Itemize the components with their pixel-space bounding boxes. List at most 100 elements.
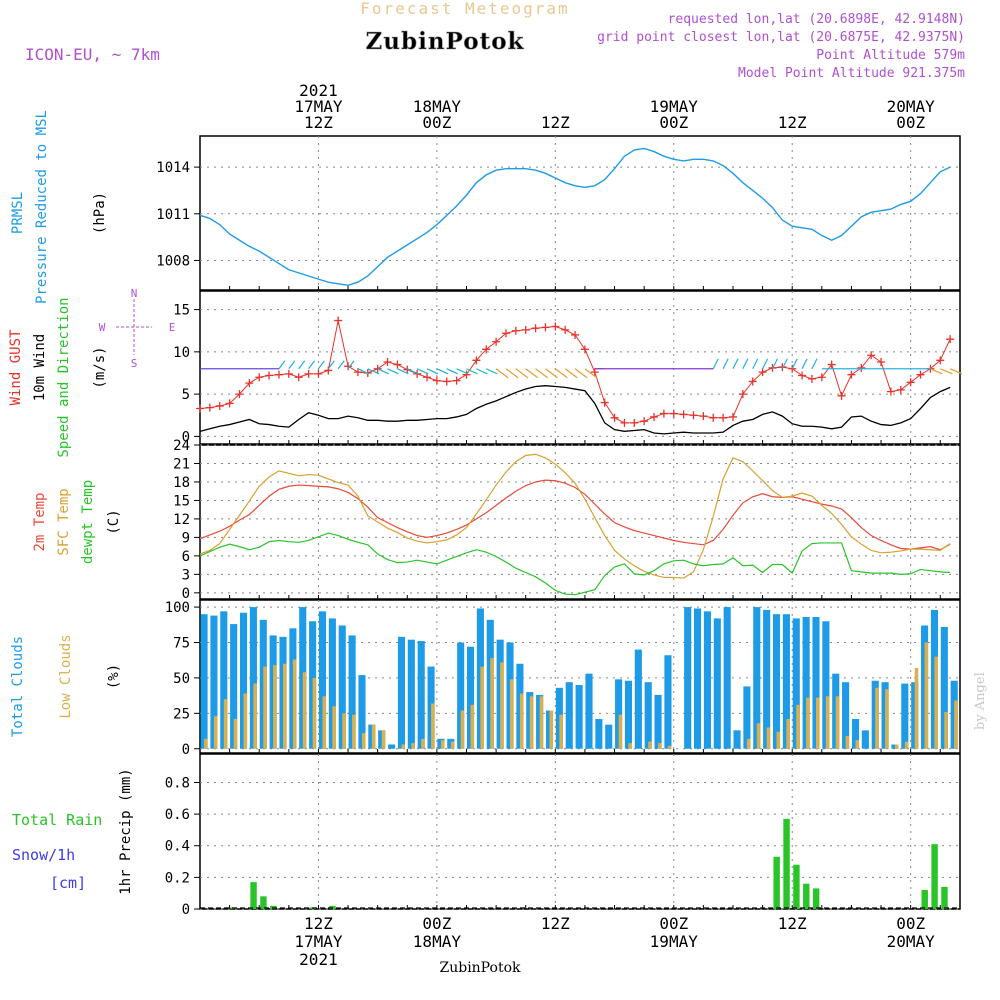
panel-precip: 0 0.2 0.4 0.6 0.8 1hr Precip (mm) Total Rain Sn… bbox=[12, 753, 961, 918]
gust-marker bbox=[580, 345, 589, 354]
wind-arrow bbox=[554, 368, 568, 379]
product-title: Forecast Meteogram bbox=[360, 0, 569, 18]
wind-arrow bbox=[347, 360, 355, 370]
rain-bar bbox=[941, 886, 948, 909]
unit-ms: (m/s) bbox=[92, 346, 108, 388]
low-cloud-bar bbox=[816, 697, 820, 749]
gust-marker bbox=[324, 366, 333, 375]
total-cloud-bar bbox=[358, 675, 366, 749]
station-title: ZubinPotok bbox=[366, 28, 525, 55]
low-cloud-bar bbox=[371, 724, 376, 749]
wind-arrow bbox=[584, 368, 598, 379]
low-cloud-bar bbox=[806, 697, 810, 749]
gust-marker bbox=[699, 412, 708, 421]
compass-rose: N W E S bbox=[99, 287, 176, 370]
low-cloud-bar bbox=[361, 733, 366, 749]
wind-arrow bbox=[426, 368, 439, 375]
panel-labels: Wind GUST 10m Wind Speed and Direction (m/s… bbox=[8, 287, 175, 458]
closest-location: grid point closest lon,lat (20.6875E, 42… bbox=[597, 30, 965, 45]
low-cloud-bar bbox=[322, 696, 327, 749]
total-cloud-bar bbox=[595, 719, 603, 749]
low-cloud-bar bbox=[954, 700, 958, 749]
panel-labels: PRMSL Pressure Reduced to MSL (hPa) bbox=[10, 110, 108, 304]
gust-marker bbox=[561, 325, 570, 334]
gust-marker bbox=[728, 412, 737, 421]
wind-arrow bbox=[485, 368, 498, 375]
gust-marker bbox=[640, 417, 649, 426]
total-cloud-bar bbox=[457, 642, 465, 749]
total-cloud-bar bbox=[615, 679, 623, 749]
unit-pct: (%) bbox=[106, 664, 122, 689]
panel-frame bbox=[199, 290, 961, 445]
wind-arrow bbox=[574, 368, 588, 379]
gust-marker bbox=[738, 390, 747, 399]
low-cloud-bar bbox=[628, 743, 633, 749]
gust-marker bbox=[304, 369, 313, 378]
low-cloud-bar bbox=[776, 731, 781, 749]
gust-marker bbox=[462, 370, 471, 379]
header: Forecast Meteogram ZubinPotok ICON-EU, ~… bbox=[25, 0, 988, 976]
gust-marker bbox=[551, 322, 560, 331]
rain-bar bbox=[921, 890, 928, 909]
total-cloud-bar bbox=[782, 614, 790, 749]
y-tick-label: 15 bbox=[173, 303, 190, 319]
point-altitude: Point Altitude 579m bbox=[816, 48, 965, 63]
total-cloud-bar bbox=[466, 646, 475, 749]
rain-bar bbox=[931, 844, 938, 909]
gust-marker bbox=[432, 376, 441, 385]
gust-marker bbox=[531, 324, 540, 333]
gust-marker bbox=[590, 368, 599, 377]
total-cloud-bar bbox=[792, 618, 800, 749]
low-cloud-bar bbox=[470, 704, 475, 749]
low-cloud-bar bbox=[450, 741, 455, 749]
low-cloud-bar bbox=[401, 744, 406, 749]
low-cloud-bar bbox=[648, 741, 652, 749]
gust-marker bbox=[807, 374, 816, 383]
gust-marker bbox=[452, 376, 461, 385]
gust-marker bbox=[393, 360, 402, 369]
unit-hpa: (hPa) bbox=[92, 192, 108, 234]
low-cloud-bar bbox=[431, 703, 435, 749]
wind-arrow bbox=[466, 368, 478, 375]
compass-w: W bbox=[99, 321, 106, 334]
y-tick-label: 0.2 bbox=[165, 870, 190, 886]
wind-arrow bbox=[377, 368, 389, 375]
requested-location: requested lon,lat (20.6898E, 42.9148N) bbox=[668, 12, 965, 27]
total-cloud-bar bbox=[822, 621, 830, 749]
low-cloud-bar bbox=[835, 696, 840, 749]
total-cloud-bar bbox=[388, 744, 396, 749]
series-wind bbox=[199, 385, 951, 435]
gust-marker bbox=[492, 337, 501, 346]
low-cloud-bar bbox=[223, 699, 228, 749]
rain-bar bbox=[803, 883, 810, 909]
low-cloud-bar bbox=[342, 713, 346, 749]
total-cloud-bar bbox=[624, 680, 633, 749]
wind-arrow bbox=[397, 368, 409, 375]
y-tick-label: 21 bbox=[173, 456, 190, 472]
low-cloud-bar bbox=[312, 677, 317, 749]
top-time-label: 12Z bbox=[304, 113, 333, 132]
ylabel-pressure: Pressure Reduced to MSL bbox=[34, 110, 50, 304]
gust-marker bbox=[511, 326, 520, 335]
gust-marker bbox=[353, 368, 362, 377]
total-cloud-bar bbox=[881, 682, 889, 749]
grid: 0 0.2 0.4 0.6 0.8 bbox=[165, 754, 960, 918]
gust-marker bbox=[748, 377, 757, 386]
low-cloud-bar bbox=[283, 663, 287, 749]
gust-marker bbox=[689, 411, 698, 420]
total-cloud-bar bbox=[239, 612, 248, 749]
bottom-time-label: 2021 bbox=[299, 950, 338, 969]
y-tick-label: 25 bbox=[173, 706, 190, 722]
wind-arrow bbox=[791, 358, 798, 370]
low-cloud-bar bbox=[559, 714, 563, 749]
gust-marker bbox=[946, 335, 955, 344]
gust-marker bbox=[472, 356, 481, 365]
gust-marker bbox=[758, 368, 767, 377]
gust-marker bbox=[334, 316, 343, 325]
panel-wind: 0 5 10 15 Wind GUST 10m Wind Speed and Directi… bbox=[8, 287, 963, 458]
gust-marker bbox=[196, 404, 204, 413]
wind-arrow bbox=[722, 358, 729, 370]
y-tick-label: 50 bbox=[173, 671, 190, 687]
gust-marker bbox=[482, 345, 491, 354]
series-prmsl bbox=[199, 147, 951, 287]
